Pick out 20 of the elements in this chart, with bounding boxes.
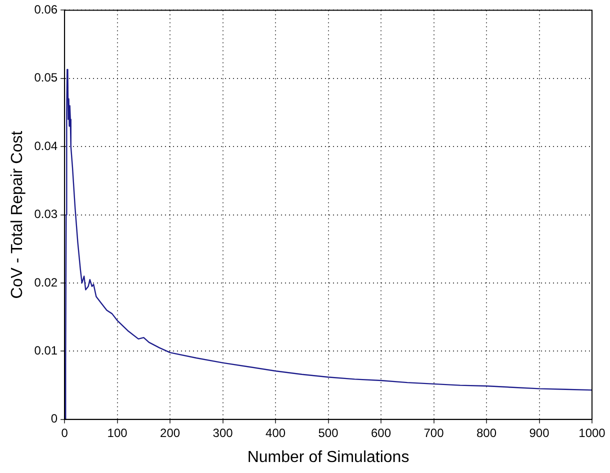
x-tick-label: 100 — [107, 426, 128, 440]
x-tick-label: 500 — [318, 426, 339, 440]
y-tick-label: 0.01 — [34, 344, 58, 358]
x-tick-label: 600 — [371, 426, 392, 440]
x-axis-title: Number of Simulations — [247, 448, 410, 466]
x-tick-label: 900 — [529, 426, 550, 440]
y-tick-label: 0.06 — [34, 2, 58, 17]
x-tick-label: 300 — [212, 426, 234, 440]
x-tick-label: 700 — [424, 426, 444, 440]
x-tick-label: 200 — [160, 426, 180, 440]
x-tick-label: 400 — [266, 426, 286, 440]
x-tick-label: 800 — [476, 426, 497, 440]
x-tick-label: 0 — [61, 426, 68, 440]
y-tick-label: 0.04 — [34, 138, 58, 153]
y-tick-label: 0.02 — [34, 275, 58, 290]
y-tick-label: 0.03 — [34, 207, 58, 222]
x-tick-label: 1000 — [578, 426, 606, 440]
y-tick-label: 0.05 — [34, 70, 58, 85]
y-axis-title: CoV - Total Repair Cost — [9, 130, 26, 299]
y-tick-label: 0 — [50, 412, 58, 426]
